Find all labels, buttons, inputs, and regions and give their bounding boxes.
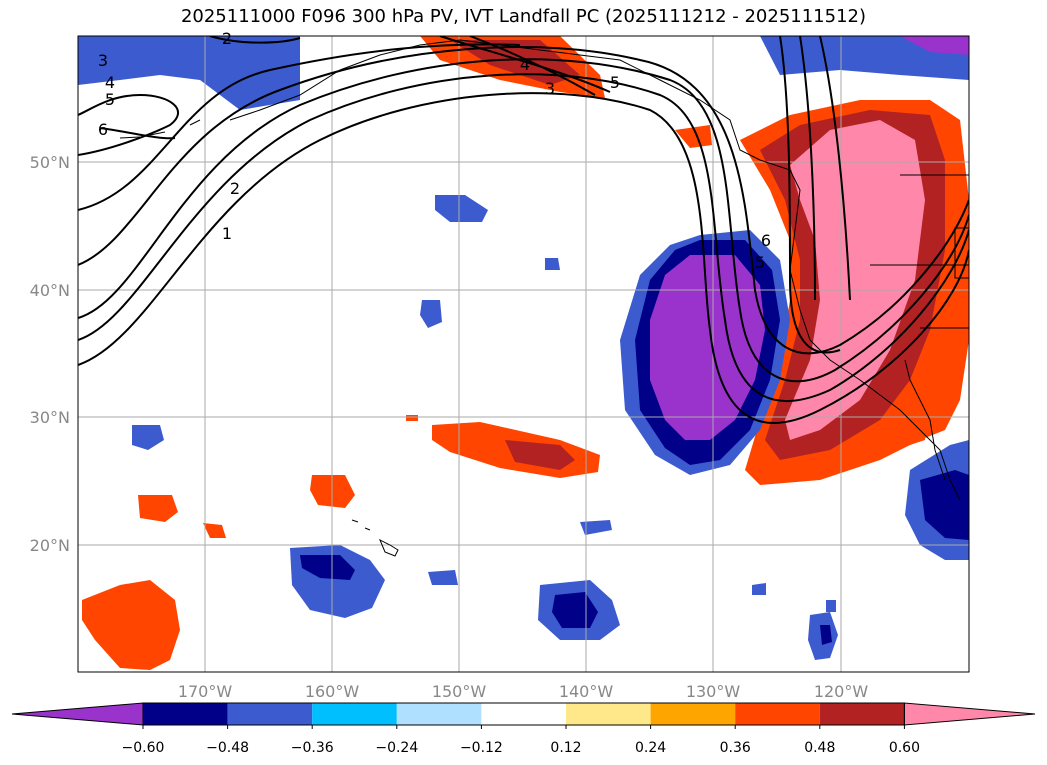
colorbar-segment bbox=[227, 703, 313, 725]
colorbar: −0.60 −0.48 −0.36 −0.24 −0.12 0.12 0.24 0.36 0.4… bbox=[11, 702, 1036, 756]
colorbar-tick-label: 0.60 bbox=[889, 740, 920, 756]
colorbar-tick-label: −0.12 bbox=[460, 740, 503, 756]
colorbar-tick-label: 0.12 bbox=[550, 740, 581, 756]
lon-tick-label: 120°W bbox=[814, 682, 869, 701]
lon-tick-label: 140°W bbox=[559, 682, 614, 701]
colorbar-tick-label: −0.48 bbox=[206, 740, 249, 756]
map-title: 2025111000 F096 300 hPa PV, IVT Landfall… bbox=[180, 6, 867, 27]
longitude-labels: 170°W 160°W 150°W 140°W 130°W 120°W bbox=[178, 682, 869, 701]
contour-label: 3 bbox=[98, 51, 108, 70]
colorbar-tick-label: −0.24 bbox=[375, 740, 418, 756]
lon-tick-label: 170°W bbox=[178, 682, 233, 701]
colorbar-tick-label: −0.60 bbox=[122, 740, 165, 756]
lat-tick-label: 30°N bbox=[30, 408, 70, 427]
colorbar-segment bbox=[735, 703, 820, 725]
lon-tick-label: 130°W bbox=[686, 682, 741, 701]
contour-label: 3 bbox=[545, 79, 555, 98]
colorbar-tick-label: 0.24 bbox=[635, 740, 666, 756]
colorbar-segment bbox=[650, 703, 736, 725]
colorbar-outline bbox=[142, 702, 905, 726]
lon-tick-label: 160°W bbox=[305, 682, 360, 701]
colorbar-tick-label: 0.36 bbox=[720, 740, 751, 756]
colorbar-segment bbox=[481, 703, 566, 725]
contour-label: 2 bbox=[230, 179, 240, 198]
contour-label: 5 bbox=[610, 73, 620, 92]
contour-label: 6 bbox=[761, 231, 771, 250]
contour-label: 4 bbox=[105, 73, 115, 92]
negative-anomaly-north bbox=[78, 36, 300, 110]
coastlines bbox=[119, 39, 969, 557]
lat-tick-label: 40°N bbox=[30, 281, 70, 300]
contour-label: 5 bbox=[105, 90, 115, 109]
colorbar-tick-label: −0.36 bbox=[291, 740, 334, 756]
colorbar-segment bbox=[312, 703, 397, 725]
colorbar-segment bbox=[396, 703, 482, 725]
colorbar-tick-label: 0.48 bbox=[804, 740, 835, 756]
gridlines bbox=[78, 36, 969, 672]
lon-tick-label: 150°W bbox=[432, 682, 487, 701]
colorbar-segment bbox=[143, 703, 228, 725]
colorbar-segment bbox=[566, 703, 651, 725]
colorbar-extend-max bbox=[903, 702, 1036, 726]
latitude-labels: 50°N 40°N 30°N 20°N bbox=[30, 153, 70, 555]
colorbar-segment bbox=[819, 703, 905, 725]
contour-label: 2 bbox=[222, 29, 232, 48]
contour-label: 4 bbox=[520, 55, 530, 74]
contour-label: 6 bbox=[98, 120, 108, 139]
map-frame bbox=[77, 35, 970, 673]
lat-tick-label: 20°N bbox=[30, 536, 70, 555]
lat-tick-label: 50°N bbox=[30, 153, 70, 172]
pv-contours bbox=[78, 36, 969, 424]
contour-label: 5 bbox=[755, 253, 765, 272]
colorbar-extend-min bbox=[11, 702, 144, 726]
contour-label: 1 bbox=[222, 224, 232, 243]
